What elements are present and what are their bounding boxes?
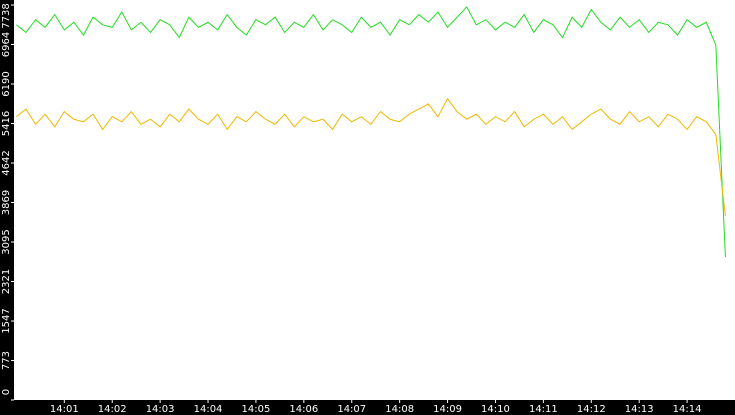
series-line — [16, 97, 726, 217]
y-tick-label: 7738 — [1, 3, 12, 28]
y-tick-label: 1547 — [1, 308, 12, 333]
y-tick-label: 773 — [1, 351, 12, 370]
y-tick-label: 3095 — [1, 229, 12, 254]
y-tick-label: 2321 — [1, 269, 12, 294]
y-tick-label: 5416 — [1, 111, 12, 136]
x-tick-label: 14:13 — [625, 404, 654, 415]
x-tick-label: 14:06 — [289, 404, 318, 415]
x-tick-label: 14:14 — [673, 404, 702, 415]
x-axis-band — [0, 400, 735, 415]
x-tick-label: 14:03 — [146, 404, 175, 415]
x-tick-label: 14:08 — [385, 404, 414, 415]
x-tick-label: 14:07 — [337, 404, 366, 415]
x-tick-label: 14:11 — [529, 404, 558, 415]
y-tick-label: 4642 — [1, 150, 12, 175]
x-tick-label: 14:09 — [433, 404, 462, 415]
x-tick-label: 14:10 — [481, 404, 510, 415]
x-tick-label: 14:05 — [242, 404, 271, 415]
x-tick-label: 14:12 — [577, 404, 606, 415]
y-tick-label: 0 — [1, 389, 12, 395]
x-tick-label: 14:04 — [194, 404, 223, 415]
y-axis-band — [0, 0, 14, 415]
x-tick-label: 14:01 — [50, 404, 79, 415]
series-line — [16, 6, 726, 258]
y-tick-label: 6964 — [1, 32, 12, 57]
y-tick-label: 3869 — [1, 190, 12, 215]
y-tick-label: 6190 — [1, 71, 12, 96]
x-tick-label: 14:02 — [98, 404, 127, 415]
